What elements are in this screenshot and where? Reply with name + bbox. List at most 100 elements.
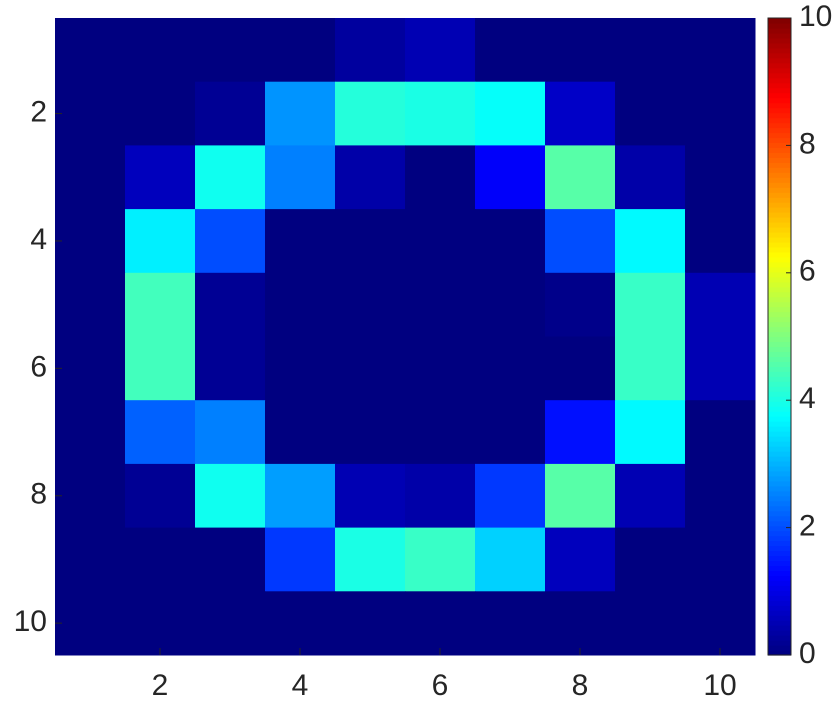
colorbar-band: [768, 346, 791, 353]
colorbar-band: [768, 595, 791, 601]
cell: [125, 81, 196, 146]
cell: [475, 527, 546, 592]
cell: [405, 81, 476, 146]
colorbar-band: [768, 585, 791, 591]
cell: [55, 336, 126, 401]
colorbar-band: [768, 117, 791, 124]
colorbar-band: [768, 286, 791, 293]
colorbar-band: [768, 251, 791, 258]
colorbar-band: [768, 276, 791, 283]
cell: [545, 463, 616, 529]
colorbar-band: [768, 500, 791, 507]
colorbar-band: [768, 177, 791, 183]
colorbar-tick-label: 0: [799, 637, 816, 670]
cell: [545, 527, 616, 592]
colorbar-frame: [767, 17, 792, 656]
cell: [615, 527, 686, 592]
colorbar-band: [768, 635, 791, 641]
cell: [615, 463, 686, 529]
colorbar-band: [768, 132, 791, 139]
cell: [55, 400, 126, 465]
cell: [195, 336, 266, 401]
colorbar-band: [768, 336, 791, 343]
colorbar-band: [768, 550, 791, 557]
cell: [55, 527, 126, 592]
colorbar-band: [768, 142, 791, 148]
colorbar-band: [768, 640, 791, 646]
cell: [335, 527, 406, 592]
cell: [475, 463, 546, 529]
colorbar-band: [768, 82, 791, 89]
colorbar-band: [768, 525, 791, 532]
colorbar-band: [768, 157, 791, 163]
colorbar-band: [768, 202, 791, 208]
cell: [125, 591, 196, 656]
cell: [55, 18, 126, 83]
cell: [55, 209, 126, 274]
cell: [475, 209, 546, 274]
cell: [615, 400, 686, 465]
colorbar-band: [768, 565, 791, 571]
y-tick-label: 10: [14, 605, 47, 638]
colorbar-band: [768, 445, 791, 452]
colorbar-band: [768, 266, 791, 273]
x-tick-label: 8: [572, 669, 589, 702]
cell: [405, 400, 476, 465]
cell: [265, 18, 336, 83]
colorbar-band: [768, 470, 791, 477]
cell: [475, 145, 546, 210]
cell: [405, 272, 476, 337]
colorbar-band: [768, 560, 791, 567]
colorbar-band: [768, 246, 791, 253]
colorbar-band: [768, 555, 791, 562]
cell: [125, 145, 196, 210]
cell: [55, 272, 126, 337]
colorbar-band: [768, 600, 791, 606]
colorbar-band: [768, 77, 791, 84]
colorbar-band: [768, 361, 791, 367]
cell: [685, 527, 756, 592]
colorbar-band: [768, 172, 791, 178]
colorbar-tick-label: 10: [799, 0, 832, 33]
colorbar-band: [768, 182, 791, 188]
cell: [475, 400, 546, 465]
colorbar-band: [768, 475, 791, 482]
colorbar-tick-label: 6: [799, 255, 816, 288]
colorbar-band: [768, 187, 791, 193]
colorbar-band: [768, 122, 791, 129]
cell: [335, 272, 406, 337]
colorbar-band: [768, 495, 791, 502]
colorbar-band: [768, 47, 791, 54]
cell: [615, 18, 686, 83]
colorbar-band: [768, 87, 791, 94]
colorbar-band: [768, 381, 791, 387]
cell: [685, 18, 756, 83]
x-tick-label: 4: [292, 669, 309, 702]
colorbar-band: [768, 391, 791, 397]
colorbar-band: [768, 540, 791, 547]
cell: [55, 463, 126, 529]
colorbar-band: [768, 67, 791, 74]
cell: [125, 18, 196, 83]
cell: [685, 400, 756, 465]
colorbar-band: [768, 197, 791, 203]
cell: [615, 145, 686, 210]
colorbar-band: [768, 291, 791, 298]
cell: [335, 18, 406, 83]
cell: [545, 272, 616, 337]
colorbar-band: [768, 256, 791, 263]
cell: [265, 400, 336, 465]
colorbar-band: [768, 515, 791, 522]
colorbar-band: [768, 212, 791, 218]
colorbar-band: [768, 311, 791, 318]
colorbar-band: [768, 421, 791, 427]
colorbar-band: [768, 127, 791, 134]
cell: [475, 336, 546, 401]
cell: [195, 145, 266, 210]
cell: [475, 591, 546, 656]
colorbar-band: [768, 57, 791, 64]
colorbar-tick-label: 8: [799, 127, 816, 160]
cell: [195, 81, 266, 146]
colorbar-band: [768, 356, 791, 362]
